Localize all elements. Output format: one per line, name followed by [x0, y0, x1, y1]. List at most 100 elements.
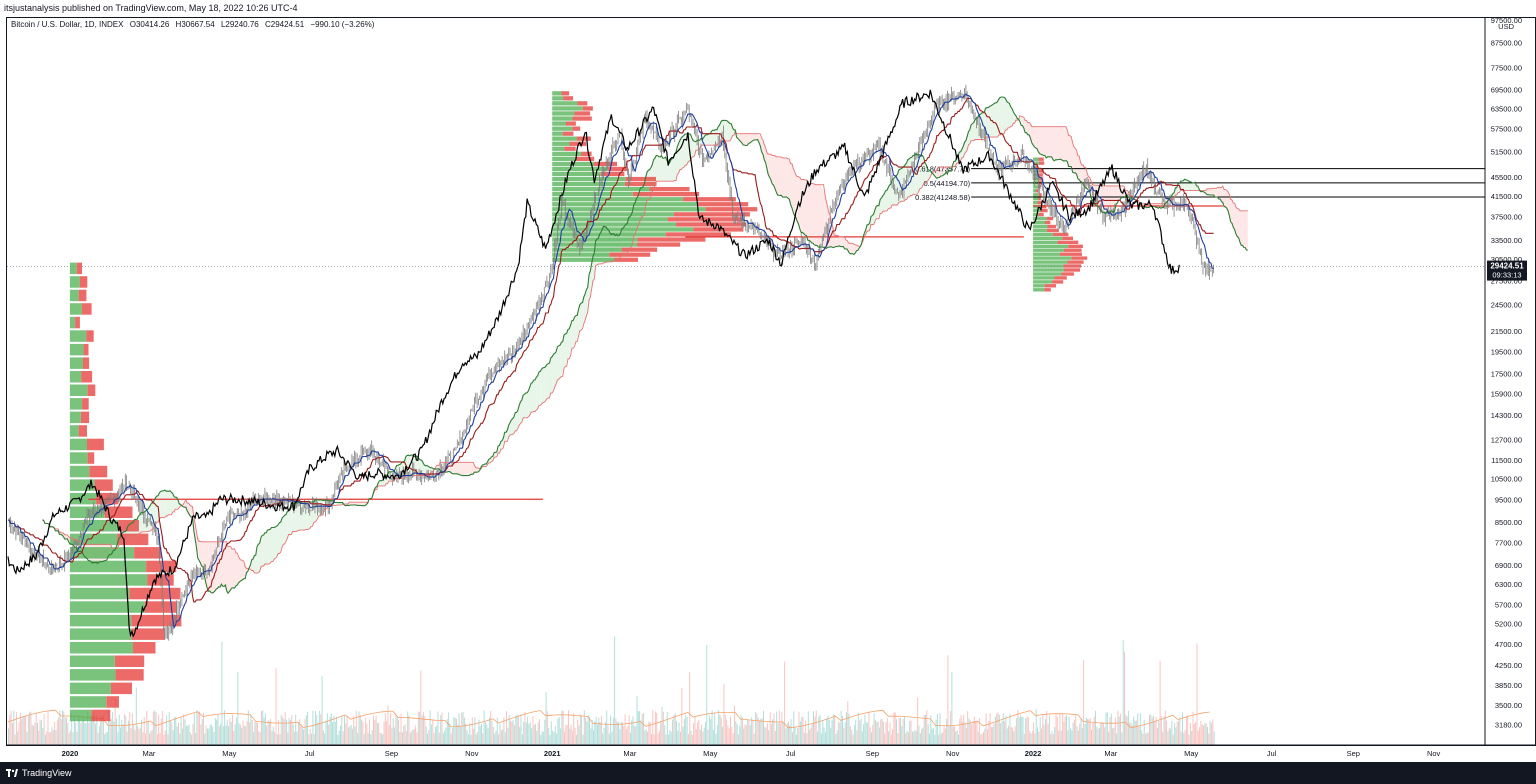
- volume-bar: [395, 713, 397, 745]
- cloud-segment: [378, 480, 383, 486]
- volume-bar: [330, 713, 332, 745]
- volume-bar: [1179, 717, 1181, 745]
- volume-bar: [311, 733, 312, 745]
- volume-bar: [160, 718, 162, 745]
- cloud-segment: [465, 462, 470, 476]
- cloud-segment: [737, 133, 742, 143]
- volume-bar: [366, 723, 368, 745]
- volume-bar: [1183, 732, 1185, 745]
- volume-bar: [760, 718, 762, 745]
- volume-bar: [76, 731, 78, 745]
- volume-bar: [309, 728, 311, 745]
- profile-bar-up: [1033, 228, 1047, 233]
- volume-bar: [917, 697, 919, 745]
- volume-bar: [552, 730, 554, 745]
- x-tick-label: Nov: [946, 749, 960, 758]
- volume-bar: [658, 730, 660, 745]
- footer-brand[interactable]: TradingView: [22, 768, 72, 778]
- volume-bar: [1188, 734, 1190, 745]
- volume-bar: [488, 717, 490, 745]
- volume-bar: [971, 724, 973, 745]
- profile-bar-down: [115, 669, 144, 681]
- cloud-segment: [1058, 126, 1063, 161]
- volume-bar: [612, 717, 614, 745]
- volume-bar: [342, 731, 344, 745]
- volume-bar: [853, 725, 855, 745]
- volume-bar: [292, 723, 294, 745]
- profile-bar-up: [69, 696, 107, 708]
- volume-bar: [1129, 722, 1131, 745]
- volume-bar: [906, 730, 908, 745]
- volume-bar: [12, 722, 13, 745]
- profile-bar-up: [69, 669, 116, 681]
- volume-bar: [554, 726, 556, 745]
- profile-bar-down: [82, 398, 89, 410]
- volume-bar: [661, 706, 663, 745]
- volume-bar: [1134, 720, 1136, 745]
- fib-label: 0.5(44194.70): [923, 179, 970, 188]
- volume-bar: [321, 675, 323, 745]
- volume-bar: [104, 734, 106, 745]
- volume-bar: [1141, 730, 1143, 745]
- volume-bar: [444, 730, 446, 745]
- profile-bar-up: [1033, 256, 1072, 260]
- volume-bar: [245, 726, 247, 745]
- volume-bar: [1014, 726, 1016, 745]
- volume-bar: [51, 727, 53, 745]
- volume-bar: [805, 720, 807, 745]
- volume-bar: [770, 724, 772, 745]
- volume-bar: [672, 719, 674, 745]
- volume-bar: [951, 672, 953, 745]
- volume-bar: [299, 719, 301, 745]
- volume-bar: [1070, 728, 1071, 745]
- x-tick-label: Mar: [143, 749, 156, 758]
- profile-bar-down: [632, 192, 700, 197]
- profile-bar-up: [69, 709, 92, 722]
- volume-bar: [1101, 721, 1103, 745]
- volume-bar: [1117, 710, 1119, 745]
- profile-bar-down: [1035, 189, 1039, 193]
- volume-bar: [1052, 734, 1054, 745]
- cloud-segment: [817, 184, 821, 247]
- volume-bar: [503, 717, 505, 745]
- profile-bar-up: [69, 398, 83, 410]
- volume-bar: [33, 725, 34, 745]
- cloud-segment: [654, 156, 659, 187]
- volume-bar: [318, 711, 320, 745]
- volume-bar: [375, 715, 377, 745]
- volume-bar: [732, 733, 734, 745]
- volume-bar: [168, 712, 170, 745]
- volume-bar: [237, 672, 239, 745]
- volume-bar: [353, 715, 355, 745]
- volume-bar: [14, 734, 16, 745]
- volume-bar: [540, 734, 542, 745]
- volume-bar: [411, 730, 413, 745]
- profile-bar-down: [1064, 268, 1080, 272]
- volume-bar: [354, 726, 356, 745]
- volume-bar: [527, 716, 529, 745]
- volume-bar: [121, 719, 123, 745]
- volume-bar: [147, 720, 149, 745]
- profile-bar-up: [552, 96, 564, 101]
- volume-bar: [1043, 724, 1045, 745]
- volume-bar: [1079, 723, 1081, 745]
- volume-bar: [873, 713, 875, 745]
- legend-close: C29424.51: [265, 20, 305, 29]
- volume-bar: [125, 715, 127, 745]
- volume-bar: [192, 724, 194, 745]
- profile-bar-up: [1033, 201, 1038, 205]
- x-tick-label: Sep: [1347, 749, 1360, 758]
- volume-bar: [188, 724, 190, 745]
- cloud-segment: [900, 166, 904, 203]
- volume-bar: [1184, 730, 1186, 745]
- cloud-segment: [868, 215, 873, 232]
- volume-bar: [1002, 713, 1004, 745]
- volume-bar: [728, 728, 730, 745]
- volume-bar: [344, 715, 345, 745]
- volume-bar: [619, 729, 621, 745]
- volume-bar: [517, 715, 519, 745]
- profile-bar-up: [1033, 252, 1060, 256]
- volume-bar: [224, 710, 226, 745]
- cloud-segment: [532, 377, 537, 413]
